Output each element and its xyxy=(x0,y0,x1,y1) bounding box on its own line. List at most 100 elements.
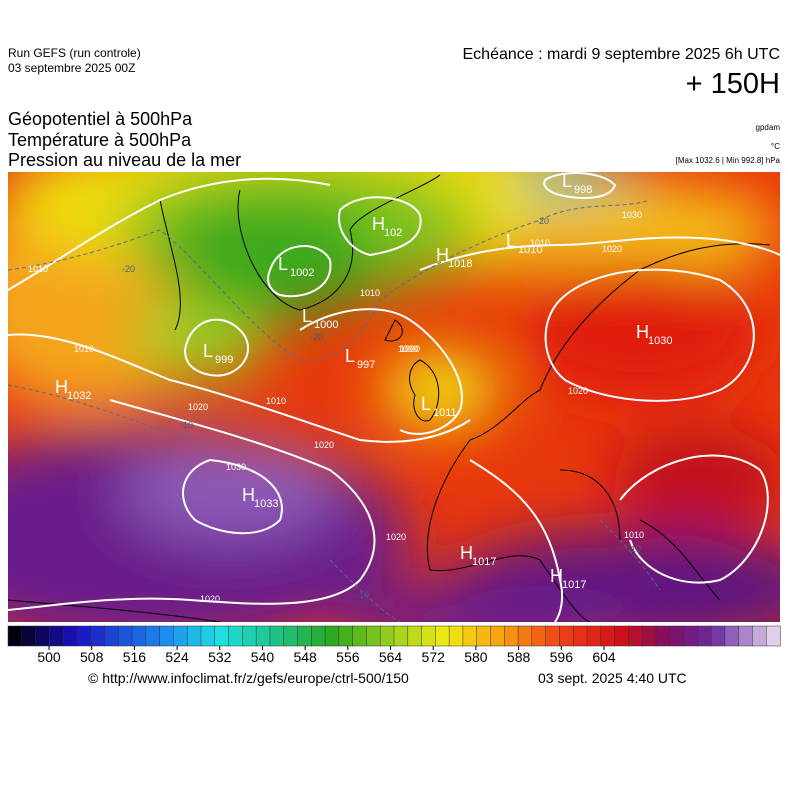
center-letter: H xyxy=(460,543,473,563)
colorbar-cell xyxy=(490,625,506,647)
isobar-label: 1010 xyxy=(266,396,286,406)
colorbar-cell xyxy=(186,625,202,647)
isobar-label: 1020 xyxy=(602,244,622,254)
isobar-label: 1010 xyxy=(360,288,380,298)
colorbar-cell xyxy=(462,625,478,647)
echeance: Echéance : mardi 9 septembre 2025 6h UTC xyxy=(462,46,781,63)
isobars xyxy=(8,172,780,622)
colorbar-cell xyxy=(407,625,423,647)
colorbar-cell xyxy=(90,625,106,647)
center-value: 102 xyxy=(384,227,402,239)
generated-time: 03 sept. 2025 4:40 UTC xyxy=(538,670,687,686)
colorbar-cell xyxy=(228,625,244,647)
center-value: 1000 xyxy=(314,319,338,331)
center-letter: L xyxy=(203,341,213,361)
colorbar-tick-label: 540 xyxy=(251,649,275,665)
unit-label: [Max 1032.6 | Min 992.8] hPa xyxy=(675,156,780,165)
colorbar-cell xyxy=(504,625,519,647)
colorbar-tick-label: 604 xyxy=(592,649,616,665)
center-letter: H xyxy=(242,485,255,505)
colorbar-cell xyxy=(104,625,120,647)
isotherms xyxy=(8,199,661,622)
colorbar-tick-label: 580 xyxy=(464,649,488,665)
colorbar-tick-label: 588 xyxy=(507,649,531,665)
isobar-label: 1000 xyxy=(398,344,418,354)
lead-time: + 150H xyxy=(685,68,780,100)
temperature-label: -20 xyxy=(536,216,549,226)
isobar-label: 1020 xyxy=(200,594,220,604)
colorbar-cell xyxy=(600,625,616,647)
center-value: 997 xyxy=(357,359,375,371)
colorbar-cell xyxy=(366,625,381,647)
field xyxy=(8,172,780,622)
temperature-label: -10 xyxy=(180,420,193,430)
colorbar-tick-label: 564 xyxy=(379,649,403,665)
colorbar-cell xyxy=(655,625,671,647)
colorbar-cell xyxy=(435,625,450,647)
title: Pression au niveau de la mer xyxy=(8,150,242,170)
colorbar-cell xyxy=(118,625,133,647)
colorbar-cell xyxy=(572,625,588,647)
colorbar-tick-label: 500 xyxy=(37,649,61,665)
colorbar-tick-label: 556 xyxy=(336,649,360,665)
colorbar-cell xyxy=(297,625,313,647)
colorbar-tick-label: 548 xyxy=(293,649,317,665)
center-letter: L xyxy=(421,394,431,414)
center-value: 1018 xyxy=(448,258,472,270)
colorbar-cell xyxy=(559,625,574,647)
colorbar-cell xyxy=(448,625,464,647)
colorbar-cell xyxy=(669,625,685,647)
colorbar-cell xyxy=(131,625,147,647)
center-value: 1033 xyxy=(254,498,278,510)
colorbar-cell xyxy=(21,625,37,647)
colorbar-cell xyxy=(311,625,326,647)
isobar-label: 1020 xyxy=(314,440,334,450)
center-value: 1017 xyxy=(562,579,586,591)
unit-label: °C xyxy=(771,142,780,151)
colorbar-tick-label: 508 xyxy=(80,649,104,665)
colorbar-cell xyxy=(352,625,368,647)
colorbar-cell xyxy=(62,625,78,647)
center-letter: L xyxy=(562,171,572,191)
title: Géopotentiel à 500hPa xyxy=(8,109,193,129)
temperature-label: -20 xyxy=(122,264,135,274)
center-value: 1030 xyxy=(648,335,672,347)
coastlines xyxy=(8,174,771,622)
colorbar-cell xyxy=(586,625,602,647)
colorbar-cell xyxy=(697,625,712,647)
colorbar-cell xyxy=(421,625,437,647)
center-letter: H xyxy=(550,566,563,586)
isobar-label: 1010 xyxy=(530,238,550,248)
colorbar-cell xyxy=(49,625,64,647)
colorbar-cell xyxy=(214,625,230,647)
title: Température à 500hPa xyxy=(8,130,192,150)
colorbar-cell xyxy=(200,625,216,647)
isobar-label: 1010 xyxy=(624,530,644,540)
colorbar-cell xyxy=(628,625,643,647)
isobar-label: 1020 xyxy=(568,386,588,396)
source-url: © http://www.infoclimat.fr/z/gefs/europe… xyxy=(88,670,409,686)
isobar-label: 1020 xyxy=(188,402,208,412)
center-value: 999 xyxy=(215,354,233,366)
colorbar-cell xyxy=(269,625,285,647)
run-name: Run GEFS (run controle) xyxy=(8,46,141,60)
colorbar-cell xyxy=(324,625,340,647)
colorbar-tick-label: 596 xyxy=(550,649,574,665)
temperature-label: -20 xyxy=(310,332,323,342)
run-date: 03 septembre 2025 00Z xyxy=(8,61,136,75)
center-value: 998 xyxy=(574,184,592,196)
isobar-label: 1020 xyxy=(386,532,406,542)
colorbar-cell xyxy=(393,625,409,647)
colorbar-cell xyxy=(283,625,299,647)
colorbar-tick-label: 572 xyxy=(422,649,446,665)
colorbar-cell xyxy=(517,625,533,647)
colorbar-cell xyxy=(545,625,561,647)
colorbar-cell xyxy=(173,625,188,647)
colorbar-cell xyxy=(752,625,767,647)
center-value: 1010 xyxy=(518,244,542,256)
colorbar-cell xyxy=(159,625,175,647)
colorbar-cell xyxy=(765,625,781,647)
colorbar-cell xyxy=(338,625,354,647)
colorbar-cell xyxy=(35,625,51,647)
center-value: 1032 xyxy=(67,390,91,402)
